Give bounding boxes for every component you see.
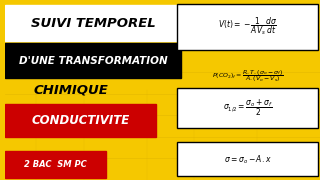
FancyBboxPatch shape [177,88,318,128]
Text: $V(t) = -\dfrac{1}{AV_s}\dfrac{d\sigma}{dt}$: $V(t) = -\dfrac{1}{AV_s}\dfrac{d\sigma}{… [218,15,277,37]
Text: $\sigma = \sigma_o - A.x$: $\sigma = \sigma_o - A.x$ [224,153,271,166]
FancyBboxPatch shape [177,4,318,50]
FancyBboxPatch shape [5,151,106,178]
Text: SUIVI TEMPOREL: SUIVI TEMPOREL [31,17,156,30]
Text: $\sigma_{1/2} = \dfrac{\sigma_o + \sigma_f}{2}$: $\sigma_{1/2} = \dfrac{\sigma_o + \sigma… [222,98,273,118]
FancyBboxPatch shape [5,43,181,78]
FancyBboxPatch shape [5,5,181,41]
FancyBboxPatch shape [177,142,318,176]
Text: CONDUCTIVITE: CONDUCTIVITE [31,114,130,127]
Text: D'UNE TRANSFORMATION: D'UNE TRANSFORMATION [19,56,167,66]
Text: 2 BAC  SM PC: 2 BAC SM PC [24,160,87,169]
Text: CHIMIQUE: CHIMIQUE [34,84,108,96]
Text: $P(CO_2)_f = \dfrac{R.T.(\sigma_o - \sigma_f)}{A.(V_o - V_s)}$: $P(CO_2)_f = \dfrac{R.T.(\sigma_o - \sig… [212,69,284,84]
FancyBboxPatch shape [5,103,156,137]
